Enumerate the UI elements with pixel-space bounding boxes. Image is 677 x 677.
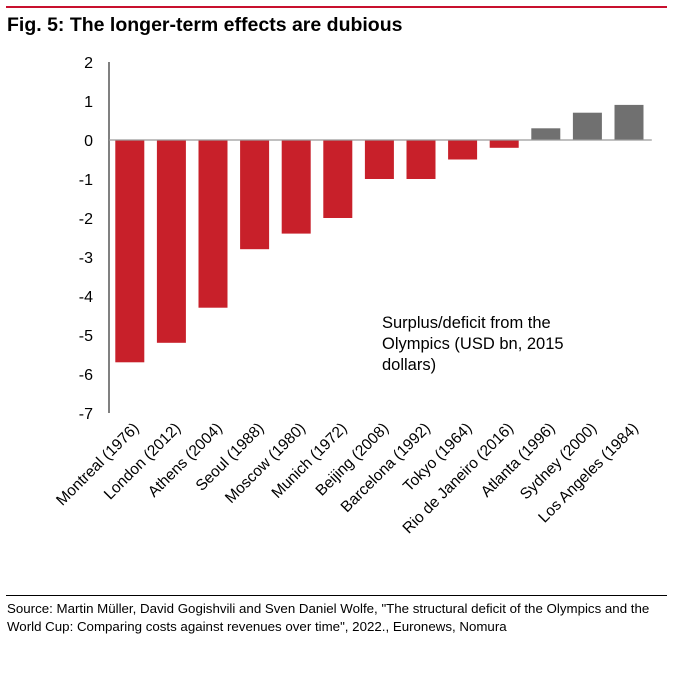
source-note: Source: Martin Müller, David Gogishvili … (7, 601, 650, 634)
bars (115, 104, 644, 363)
bar-7 (406, 140, 436, 179)
chart-annotation: Surplus/deficit from the Olympics (USD bn… (382, 314, 564, 374)
chart: 2 1 0 -1 -2 -3 -4 -5 -6 -7 Montreal (1976) London … (0, 40, 677, 595)
bar-9 (489, 140, 519, 148)
bar-4 (281, 140, 311, 234)
bar-2 (198, 140, 228, 308)
annotation-line: dollars) (382, 356, 436, 374)
annotation-group: Surplus/deficit from the Olympics (USD bn… (382, 314, 564, 374)
bar-6 (364, 140, 394, 179)
annotation-line: Surplus/deficit from the (382, 314, 551, 332)
bar-5 (323, 140, 353, 218)
bar-8 (448, 140, 478, 160)
bottom-rule (6, 595, 667, 596)
annotation-line: Olympics (USD bn, 2015 (382, 335, 564, 353)
y-tick-label: -4 (79, 289, 93, 306)
y-tick-label: -7 (79, 406, 93, 423)
y-tick-label: 1 (84, 94, 93, 111)
bar-12 (614, 104, 644, 140)
bar-11 (572, 112, 602, 140)
y-tick-label: 0 (84, 133, 93, 150)
y-tick-label: -2 (79, 211, 93, 228)
x-tick-label: Beijing (2008) (313, 420, 393, 500)
y-tick-label: 2 (84, 55, 93, 72)
x-tick-labels: Montreal (1976)London (2012)Athens (2004… (53, 420, 642, 537)
y-tick-label: -6 (79, 367, 93, 384)
bar-chart-svg: 2 1 0 -1 -2 -3 -4 -5 -6 -7 Montreal (1976)London … (53, 55, 652, 537)
bar-1 (156, 140, 186, 343)
top-rule (6, 6, 667, 8)
y-axis: 2 1 0 -1 -2 -3 -4 -5 -6 -7 (79, 55, 110, 423)
y-tick-label: -3 (79, 250, 93, 267)
y-tick-label: -5 (79, 328, 93, 345)
bar-10 (531, 128, 561, 140)
bar-0 (115, 140, 145, 363)
y-tick-label: -1 (79, 172, 93, 189)
bar-3 (240, 140, 270, 250)
figure-title: Fig. 5: The longer-term effects are dubi… (7, 14, 403, 36)
